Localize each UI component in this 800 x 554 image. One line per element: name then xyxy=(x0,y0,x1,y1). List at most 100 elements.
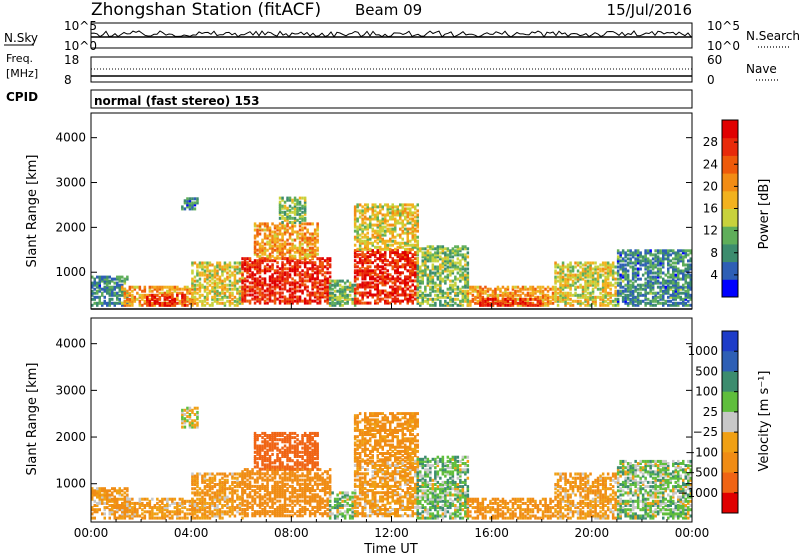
power-cell xyxy=(459,299,462,303)
power-cell xyxy=(288,267,292,271)
power-cell xyxy=(203,287,207,291)
power-cell xyxy=(566,277,570,281)
power-cell xyxy=(589,303,592,307)
power-cell xyxy=(546,289,550,293)
power-cell xyxy=(514,301,517,305)
power-cell xyxy=(283,230,287,234)
power-cell xyxy=(479,301,482,305)
power-cell xyxy=(541,293,545,297)
power-cell xyxy=(667,283,670,287)
power-cell xyxy=(306,299,309,303)
power-cell xyxy=(524,299,527,303)
power-cell xyxy=(251,293,254,297)
power-cell xyxy=(183,199,187,203)
velocity-cell xyxy=(211,491,214,495)
power-cell xyxy=(238,293,242,297)
power-cell xyxy=(554,271,557,275)
power-cell xyxy=(416,273,419,277)
power-cell xyxy=(241,295,244,299)
power-cell xyxy=(399,221,402,225)
power-cell xyxy=(379,237,382,241)
power-cell xyxy=(256,259,259,263)
velocity-cell xyxy=(196,410,199,414)
power-cell xyxy=(394,283,397,287)
velocity-cell xyxy=(253,493,257,497)
power-cell xyxy=(256,232,259,236)
power-cell xyxy=(266,224,269,228)
power-cell xyxy=(594,277,597,281)
power-cell xyxy=(396,245,399,249)
power-cell xyxy=(163,301,167,305)
power-cell xyxy=(576,293,580,297)
power-cell xyxy=(233,273,237,277)
power-cell xyxy=(168,291,172,295)
power-cell xyxy=(541,303,545,307)
power-cell xyxy=(316,222,319,226)
power-cell xyxy=(293,212,297,216)
power-cell xyxy=(148,301,152,305)
power-cell xyxy=(672,291,675,295)
velocity-cell xyxy=(216,504,219,507)
power-cell xyxy=(366,203,369,207)
power-cell xyxy=(374,279,377,283)
velocity-cell xyxy=(171,516,174,520)
power-cell xyxy=(441,263,445,267)
power-cell xyxy=(218,277,222,281)
power-cell xyxy=(246,261,249,265)
power-cell xyxy=(263,265,267,269)
velocity-cell xyxy=(126,506,129,510)
velocity-cell xyxy=(168,504,172,507)
power-cell xyxy=(626,285,630,289)
power-cell xyxy=(343,281,347,285)
power-cell xyxy=(258,248,262,252)
velocity-cell xyxy=(168,516,172,520)
power-cell xyxy=(353,287,357,291)
velocity-cell xyxy=(171,497,174,501)
power-cell xyxy=(371,207,374,211)
power-cell xyxy=(391,243,394,247)
power-cell xyxy=(336,295,339,299)
power-cell xyxy=(166,295,169,299)
power-cell xyxy=(529,293,532,297)
power-cell xyxy=(163,295,167,299)
power-cell xyxy=(288,259,292,263)
power-cell xyxy=(364,269,367,273)
power-cell xyxy=(444,259,447,263)
power-cell xyxy=(253,248,257,252)
power-cell xyxy=(358,211,362,215)
power-cell xyxy=(519,287,522,291)
velocity-cell xyxy=(248,474,252,478)
velocity-cell xyxy=(201,489,204,493)
power-cell xyxy=(358,261,362,265)
power-cell xyxy=(268,291,272,295)
power-cell xyxy=(361,209,364,213)
power-cell xyxy=(386,299,389,303)
power-cell xyxy=(371,209,374,213)
power-cell xyxy=(579,273,582,277)
power-cell xyxy=(273,224,277,228)
power-cell xyxy=(584,271,587,275)
power-cell xyxy=(662,279,665,283)
power-cell xyxy=(399,299,402,303)
power-cell xyxy=(446,291,450,295)
power-cell xyxy=(399,301,402,305)
power-cell xyxy=(534,291,537,295)
power-cell xyxy=(401,281,404,285)
power-cell xyxy=(196,283,199,287)
power-cell xyxy=(296,246,299,250)
power-cell xyxy=(311,285,314,289)
power-cell xyxy=(211,281,214,285)
power-cell xyxy=(649,253,652,257)
power-cell xyxy=(248,301,252,305)
power-cell xyxy=(293,267,297,271)
power-cell xyxy=(394,295,397,299)
velocity-cell xyxy=(146,501,149,505)
power-cell xyxy=(261,222,264,226)
nsearch-label: N.Search xyxy=(746,29,800,43)
power-cell xyxy=(586,283,590,287)
power-cell xyxy=(241,257,244,261)
power-cell xyxy=(466,271,470,275)
power-cell xyxy=(606,301,610,305)
velocity-cell xyxy=(131,512,134,516)
power-cell xyxy=(276,291,279,295)
